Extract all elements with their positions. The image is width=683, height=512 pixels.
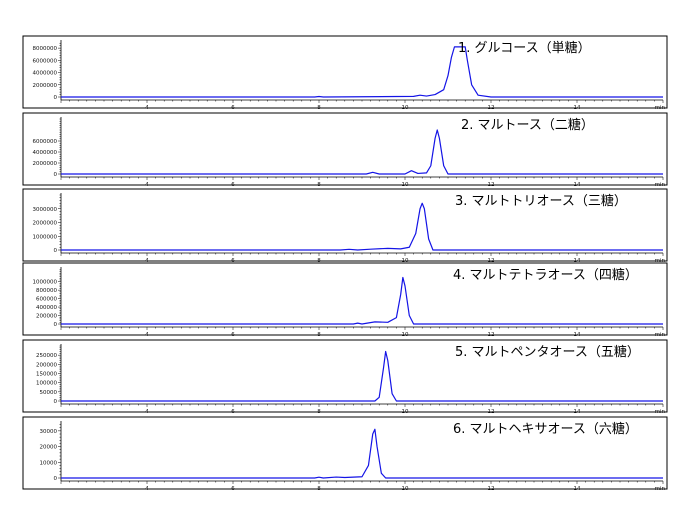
y-tick-label: 200000 — [36, 314, 57, 320]
chromatogram-trace — [61, 276, 663, 325]
x-tick-label: 10 — [402, 486, 409, 492]
y-tick-label: 50000 — [40, 390, 58, 396]
y-tick-label: 200000 — [36, 362, 57, 368]
x-unit-label: min — [655, 258, 666, 264]
x-tick-label: 6 — [231, 105, 235, 111]
x-tick-label: 4 — [145, 258, 149, 264]
y-tick-label: 0 — [54, 476, 58, 482]
x-tick-label: 10 — [402, 105, 409, 111]
panel-title: 5. マルトペンタオース（五糖） — [455, 344, 640, 360]
x-tick-label: 14 — [574, 486, 581, 492]
x-tick-label: 12 — [488, 332, 495, 338]
y-tick-label: 250000 — [36, 353, 57, 359]
x-unit-label: min — [655, 182, 666, 188]
y-tick-label: 0 — [54, 95, 58, 101]
chromatogram-trace — [61, 129, 663, 175]
panel-frame — [22, 339, 668, 413]
y-tick-label: 400000 — [36, 305, 57, 311]
y-tick-label: 30000 — [40, 429, 58, 435]
panel-frame — [22, 262, 668, 336]
chromatogram-panel-1: 4 6 8 10 12 14 min 0 2000000 4000000 6000000 800000… — [22, 35, 668, 111]
x-tick-label: 12 — [488, 182, 495, 188]
y-tick-label: 0 — [54, 399, 58, 405]
y-tick-label: 6000000 — [33, 58, 58, 64]
x-unit-label: min — [655, 332, 666, 338]
y-tick-label: 10000 — [40, 460, 58, 466]
x-tick-label: 10 — [402, 182, 409, 188]
panel-title: 1. グルコース（単糖） — [458, 40, 591, 56]
y-tick-label: 1000000 — [33, 234, 58, 240]
chromatogram-panel-2: 4 6 8 10 12 14 min 0 2000000 4000000 6000000 2. マルト… — [22, 112, 668, 188]
y-tick-label: 2000000 — [33, 221, 58, 227]
x-tick-label: 4 — [145, 332, 149, 338]
x-tick-label: 8 — [317, 332, 321, 338]
x-tick-label: 4 — [145, 409, 149, 415]
y-tick-label: 4000000 — [33, 71, 58, 77]
x-tick-label: 14 — [574, 105, 581, 111]
y-tick-label: 800000 — [36, 288, 57, 294]
x-tick-label: 4 — [145, 182, 149, 188]
panel-title: 6. マルトヘキサオース（六糖） — [453, 421, 638, 437]
chromatogram-trace — [61, 428, 663, 479]
y-tick-label: 600000 — [36, 297, 57, 303]
y-tick-label: 4000000 — [33, 150, 58, 156]
x-tick-label: 8 — [317, 258, 321, 264]
y-tick-label: 20000 — [40, 445, 58, 451]
x-tick-label: 14 — [574, 409, 581, 415]
y-tick-label: 2000000 — [33, 83, 58, 89]
x-tick-label: 14 — [574, 258, 581, 264]
y-tick-label: 0 — [54, 322, 58, 328]
x-tick-label: 8 — [317, 182, 321, 188]
x-tick-label: 10 — [402, 258, 409, 264]
x-tick-label: 8 — [317, 486, 321, 492]
x-tick-label: 6 — [231, 182, 235, 188]
chromatogram-trace — [61, 46, 663, 98]
panel-title: 4. マルトテトラオース（四糖） — [453, 267, 638, 283]
x-tick-label: 8 — [317, 105, 321, 111]
y-tick-label: 3000000 — [33, 207, 58, 213]
x-tick-label: 4 — [145, 486, 149, 492]
x-tick-label: 10 — [402, 409, 409, 415]
chromatogram-panel-6: 4 6 8 10 12 14 min 0 10000 20000 30000 6. マルトヘキサオース… — [22, 416, 668, 492]
chromatogram-panel-4: 4 6 8 10 12 14 min 0 200000 400000 600000 800000 100… — [22, 262, 668, 338]
chromatogram-panel-3: 4 6 8 10 12 14 min 0 1000000 2000000 3000000 3. マルト… — [22, 188, 668, 264]
x-tick-label: 6 — [231, 258, 235, 264]
chromatogram-trace — [61, 350, 663, 402]
y-tick-label: 0 — [54, 172, 58, 178]
x-tick-label: 12 — [488, 409, 495, 415]
x-tick-label: 10 — [402, 332, 409, 338]
panel-title: 2. マルトース（二糖） — [461, 117, 594, 133]
x-tick-label: 8 — [317, 409, 321, 415]
y-tick-label: 6000000 — [33, 139, 58, 145]
y-tick-label: 1000000 — [33, 280, 58, 286]
x-tick-label: 6 — [231, 332, 235, 338]
y-tick-label: 2000000 — [33, 161, 58, 167]
x-tick-label: 14 — [574, 182, 581, 188]
x-unit-label: min — [655, 409, 666, 415]
chromatogram-panel-5: 4 6 8 10 12 14 min 0 50000 100000 150000 200000 2500… — [22, 339, 668, 415]
panel-frame — [22, 35, 668, 109]
y-tick-label: 8000000 — [33, 46, 58, 52]
chromatogram-trace — [61, 202, 663, 251]
panel-frame — [22, 112, 668, 186]
x-tick-label: 12 — [488, 258, 495, 264]
x-tick-label: 12 — [488, 486, 495, 492]
x-unit-label: min — [655, 486, 666, 492]
x-tick-label: 6 — [231, 409, 235, 415]
panel-frame — [22, 188, 668, 262]
y-tick-label: 150000 — [36, 372, 57, 378]
x-tick-label: 4 — [145, 105, 149, 111]
panel-title: 3. マルトトリオース（三糖） — [455, 193, 627, 209]
x-tick-label: 6 — [231, 486, 235, 492]
y-tick-label: 0 — [54, 248, 58, 254]
y-tick-label: 100000 — [36, 381, 57, 387]
x-tick-label: 12 — [488, 105, 495, 111]
x-tick-label: 14 — [574, 332, 581, 338]
x-unit-label: min — [655, 105, 666, 111]
